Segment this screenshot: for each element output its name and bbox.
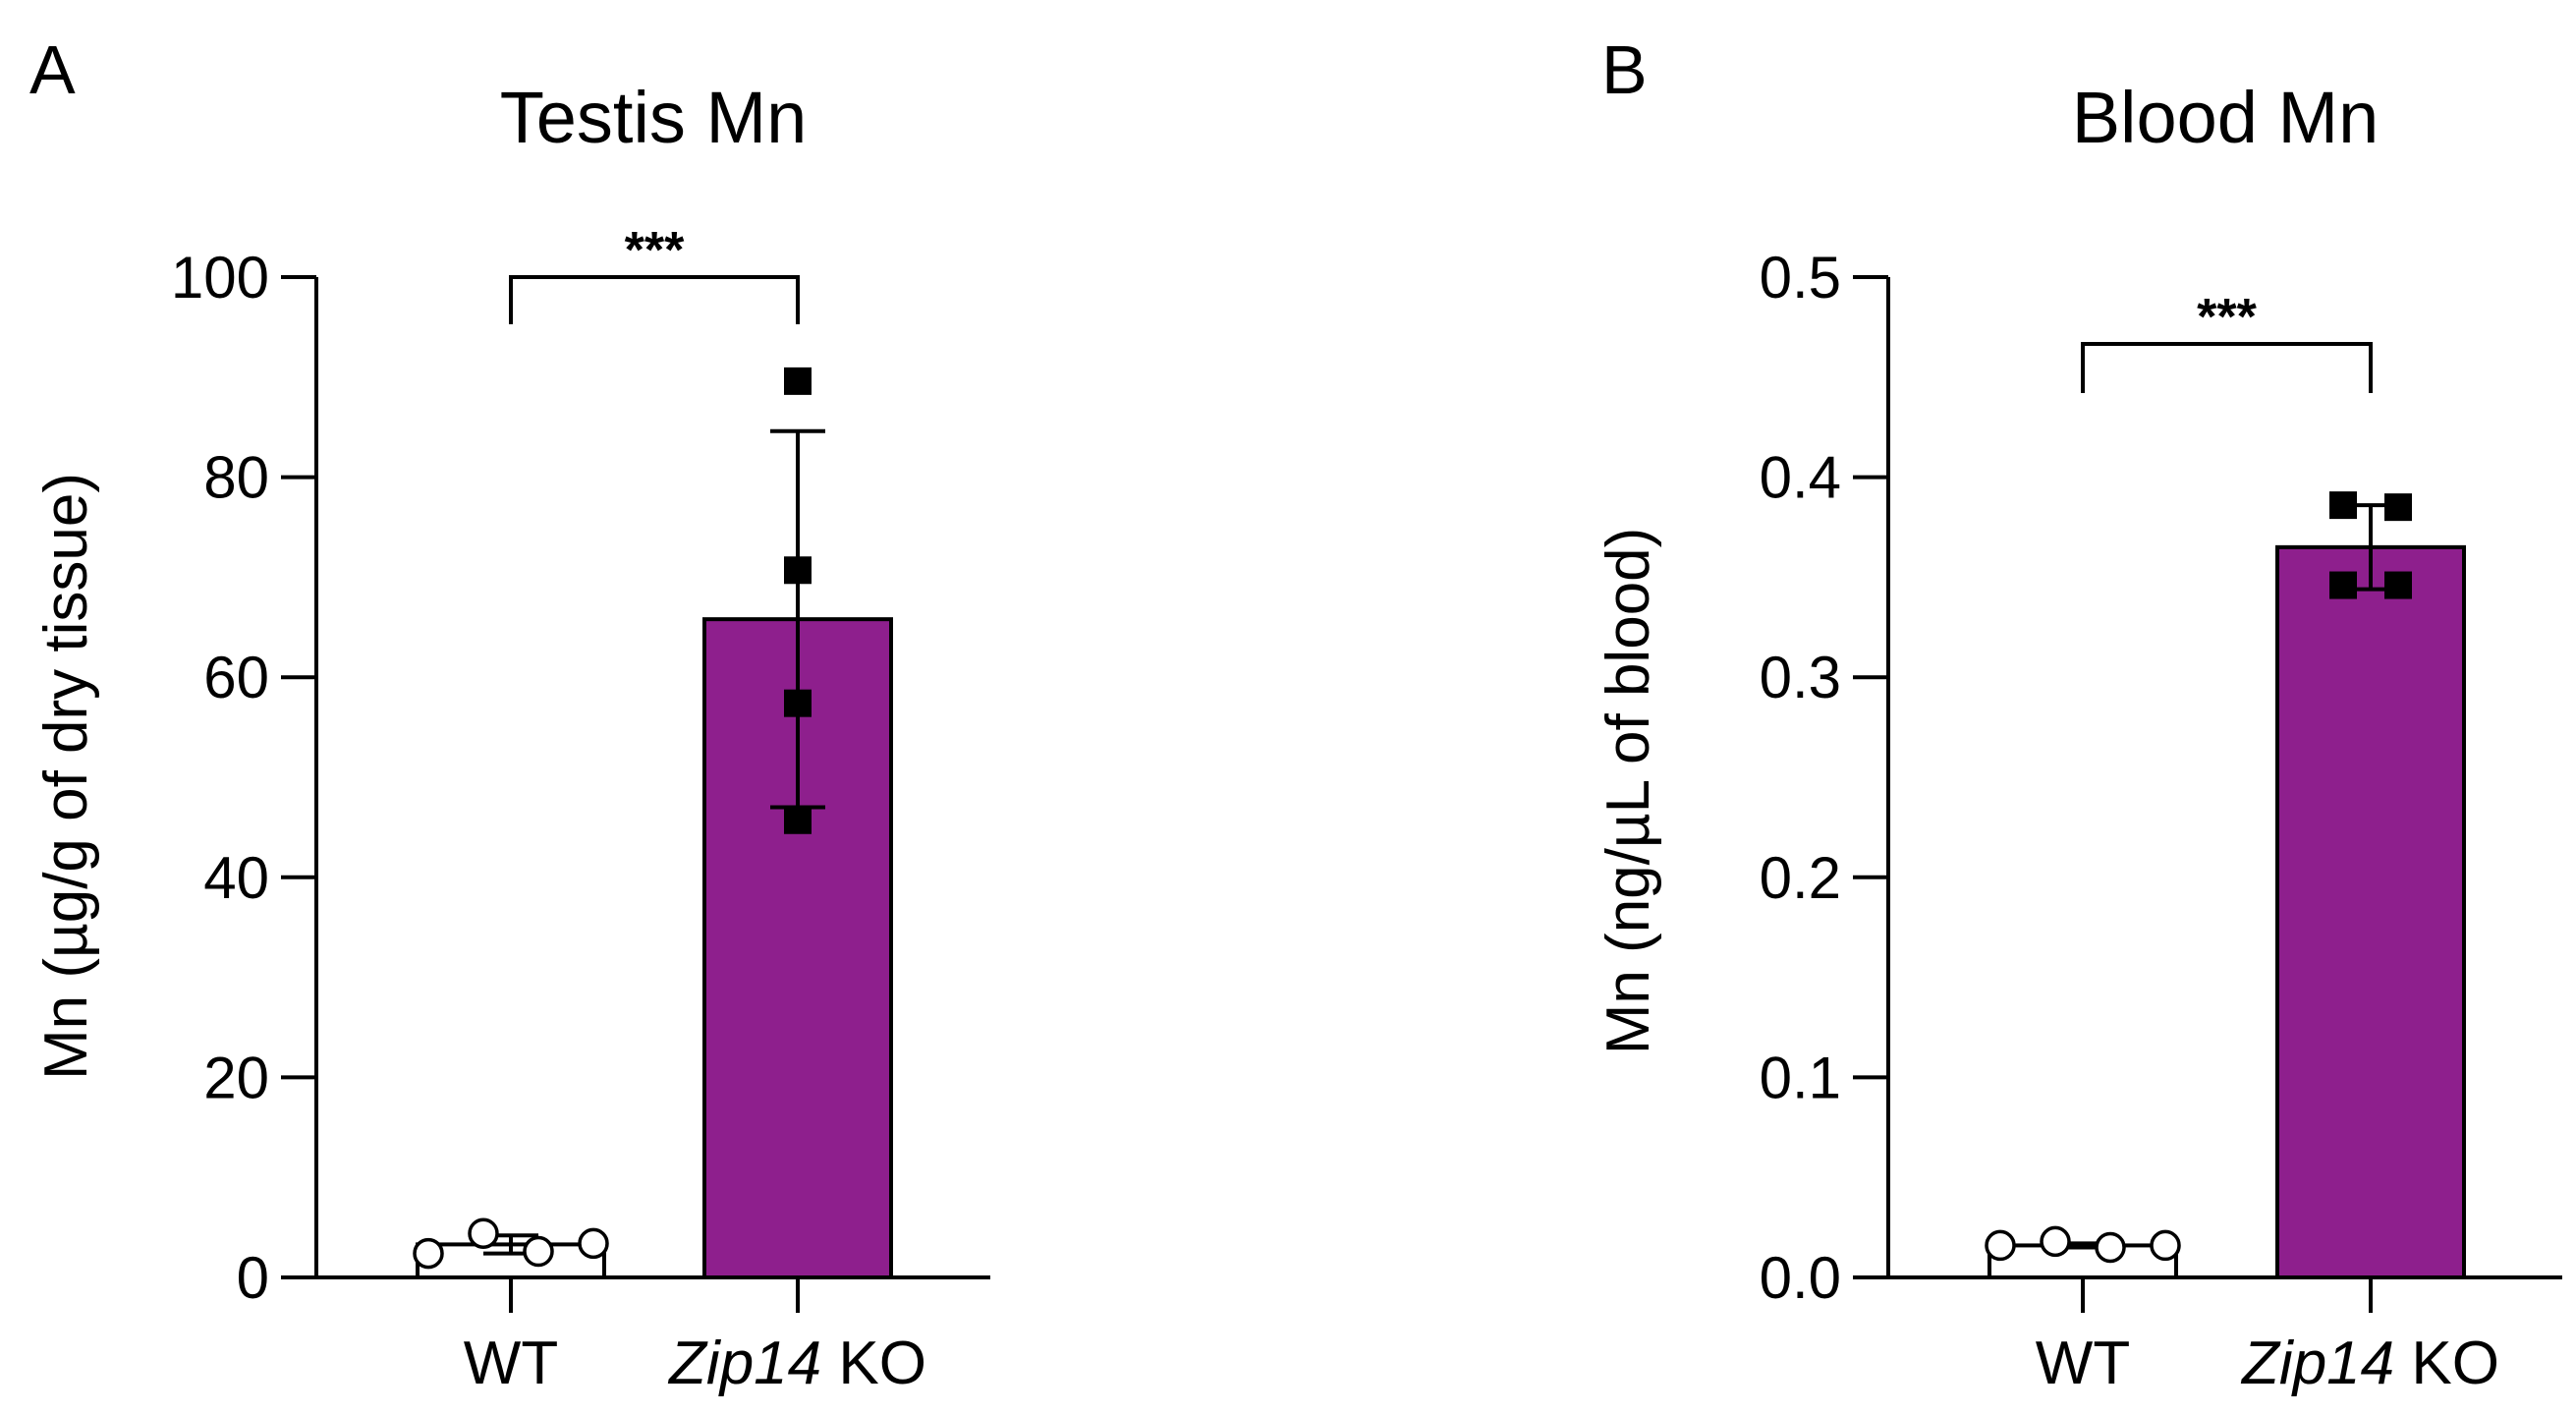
x-label-suffix: KO bbox=[821, 1330, 926, 1397]
data-point-ko bbox=[2329, 491, 2357, 520]
data-point-ko bbox=[2384, 493, 2412, 522]
significance-bracket-line bbox=[2081, 342, 2373, 393]
data-point-wt bbox=[578, 1227, 609, 1260]
data-point-wt bbox=[2150, 1229, 2181, 1262]
x-label-ko: Zip14 KO bbox=[667, 1330, 926, 1397]
significance-label: *** bbox=[625, 222, 685, 279]
data-point-wt bbox=[2095, 1231, 2126, 1264]
y-ticks: 0.0 0.1 0.2 0.3 0.4 0.5 bbox=[1760, 245, 1888, 1311]
chart-title: Blood Mn bbox=[2072, 77, 2380, 158]
axes bbox=[314, 277, 990, 1313]
data-point-wt bbox=[523, 1235, 554, 1268]
y-tick-label: 20 bbox=[203, 1045, 269, 1110]
data-points bbox=[1985, 491, 2412, 1264]
y-tick-label: 0.4 bbox=[1760, 445, 1841, 511]
data-point-ko bbox=[784, 367, 812, 395]
panel-a-chart: A Testis Mn Mn (µg/g of dry tissue) 0 20 4… bbox=[29, 31, 990, 1397]
y-tick-label: 100 bbox=[171, 245, 269, 311]
y-axis-label: Mn (µg/g of dry tissue) bbox=[32, 473, 100, 1080]
data-point-ko bbox=[2329, 571, 2357, 599]
significance-label: *** bbox=[2197, 289, 2257, 346]
x-label-ko: Zip14 KO bbox=[2240, 1330, 2499, 1397]
y-tick-label: 0.0 bbox=[1760, 1245, 1841, 1311]
data-point-ko bbox=[784, 556, 812, 585]
y-tick-label: 80 bbox=[203, 445, 269, 511]
data-point-wt bbox=[468, 1217, 499, 1249]
x-label-wt: WT bbox=[464, 1330, 558, 1397]
y-tick-label: 0.2 bbox=[1760, 845, 1841, 911]
significance-bracket-line bbox=[509, 275, 800, 324]
panel-b-chart: B Blood Mn Mn (ng/µL of blood) 0.0 0.1 0.2… bbox=[1595, 31, 2562, 1397]
y-ticks: 0 20 40 60 80 100 bbox=[171, 245, 316, 1311]
y-tick-label: 0.3 bbox=[1760, 645, 1841, 710]
data-point-ko bbox=[2384, 571, 2412, 599]
data-points bbox=[413, 367, 812, 1270]
y-tick-label: 0.5 bbox=[1760, 245, 1841, 311]
x-label-suffix: KO bbox=[2394, 1330, 2499, 1397]
data-point-ko bbox=[784, 689, 812, 717]
y-axis-label: Mn (ng/µL of blood) bbox=[1595, 528, 1662, 1055]
data-point-wt bbox=[1985, 1229, 2016, 1262]
x-tick-labels: WT Zip14 KO bbox=[464, 1330, 926, 1397]
bar-wt bbox=[1988, 1243, 2178, 1279]
x-label-gene: Zip14 bbox=[667, 1330, 821, 1397]
bars bbox=[1988, 544, 2466, 1279]
axes bbox=[1886, 277, 2562, 1313]
y-tick-label: 60 bbox=[203, 645, 269, 710]
x-label-gene: Zip14 bbox=[2240, 1330, 2394, 1397]
y-tick-label: 0.1 bbox=[1760, 1045, 1841, 1110]
x-tick-labels: WT Zip14 KO bbox=[2036, 1330, 2499, 1397]
x-label-wt: WT bbox=[2036, 1330, 2130, 1397]
bars bbox=[416, 617, 893, 1280]
y-tick-label: 40 bbox=[203, 845, 269, 911]
data-point-wt bbox=[413, 1237, 444, 1270]
chart-title: Testis Mn bbox=[500, 77, 808, 158]
data-point-ko bbox=[784, 806, 812, 834]
bar-ko bbox=[2275, 544, 2466, 1279]
panel-label: B bbox=[1601, 31, 1648, 108]
data-point-wt bbox=[2040, 1225, 2071, 1258]
y-tick-label: 0 bbox=[237, 1245, 269, 1311]
significance-bracket: *** bbox=[2081, 289, 2373, 393]
significance-bracket: *** bbox=[509, 222, 800, 324]
panel-label: A bbox=[29, 31, 76, 108]
